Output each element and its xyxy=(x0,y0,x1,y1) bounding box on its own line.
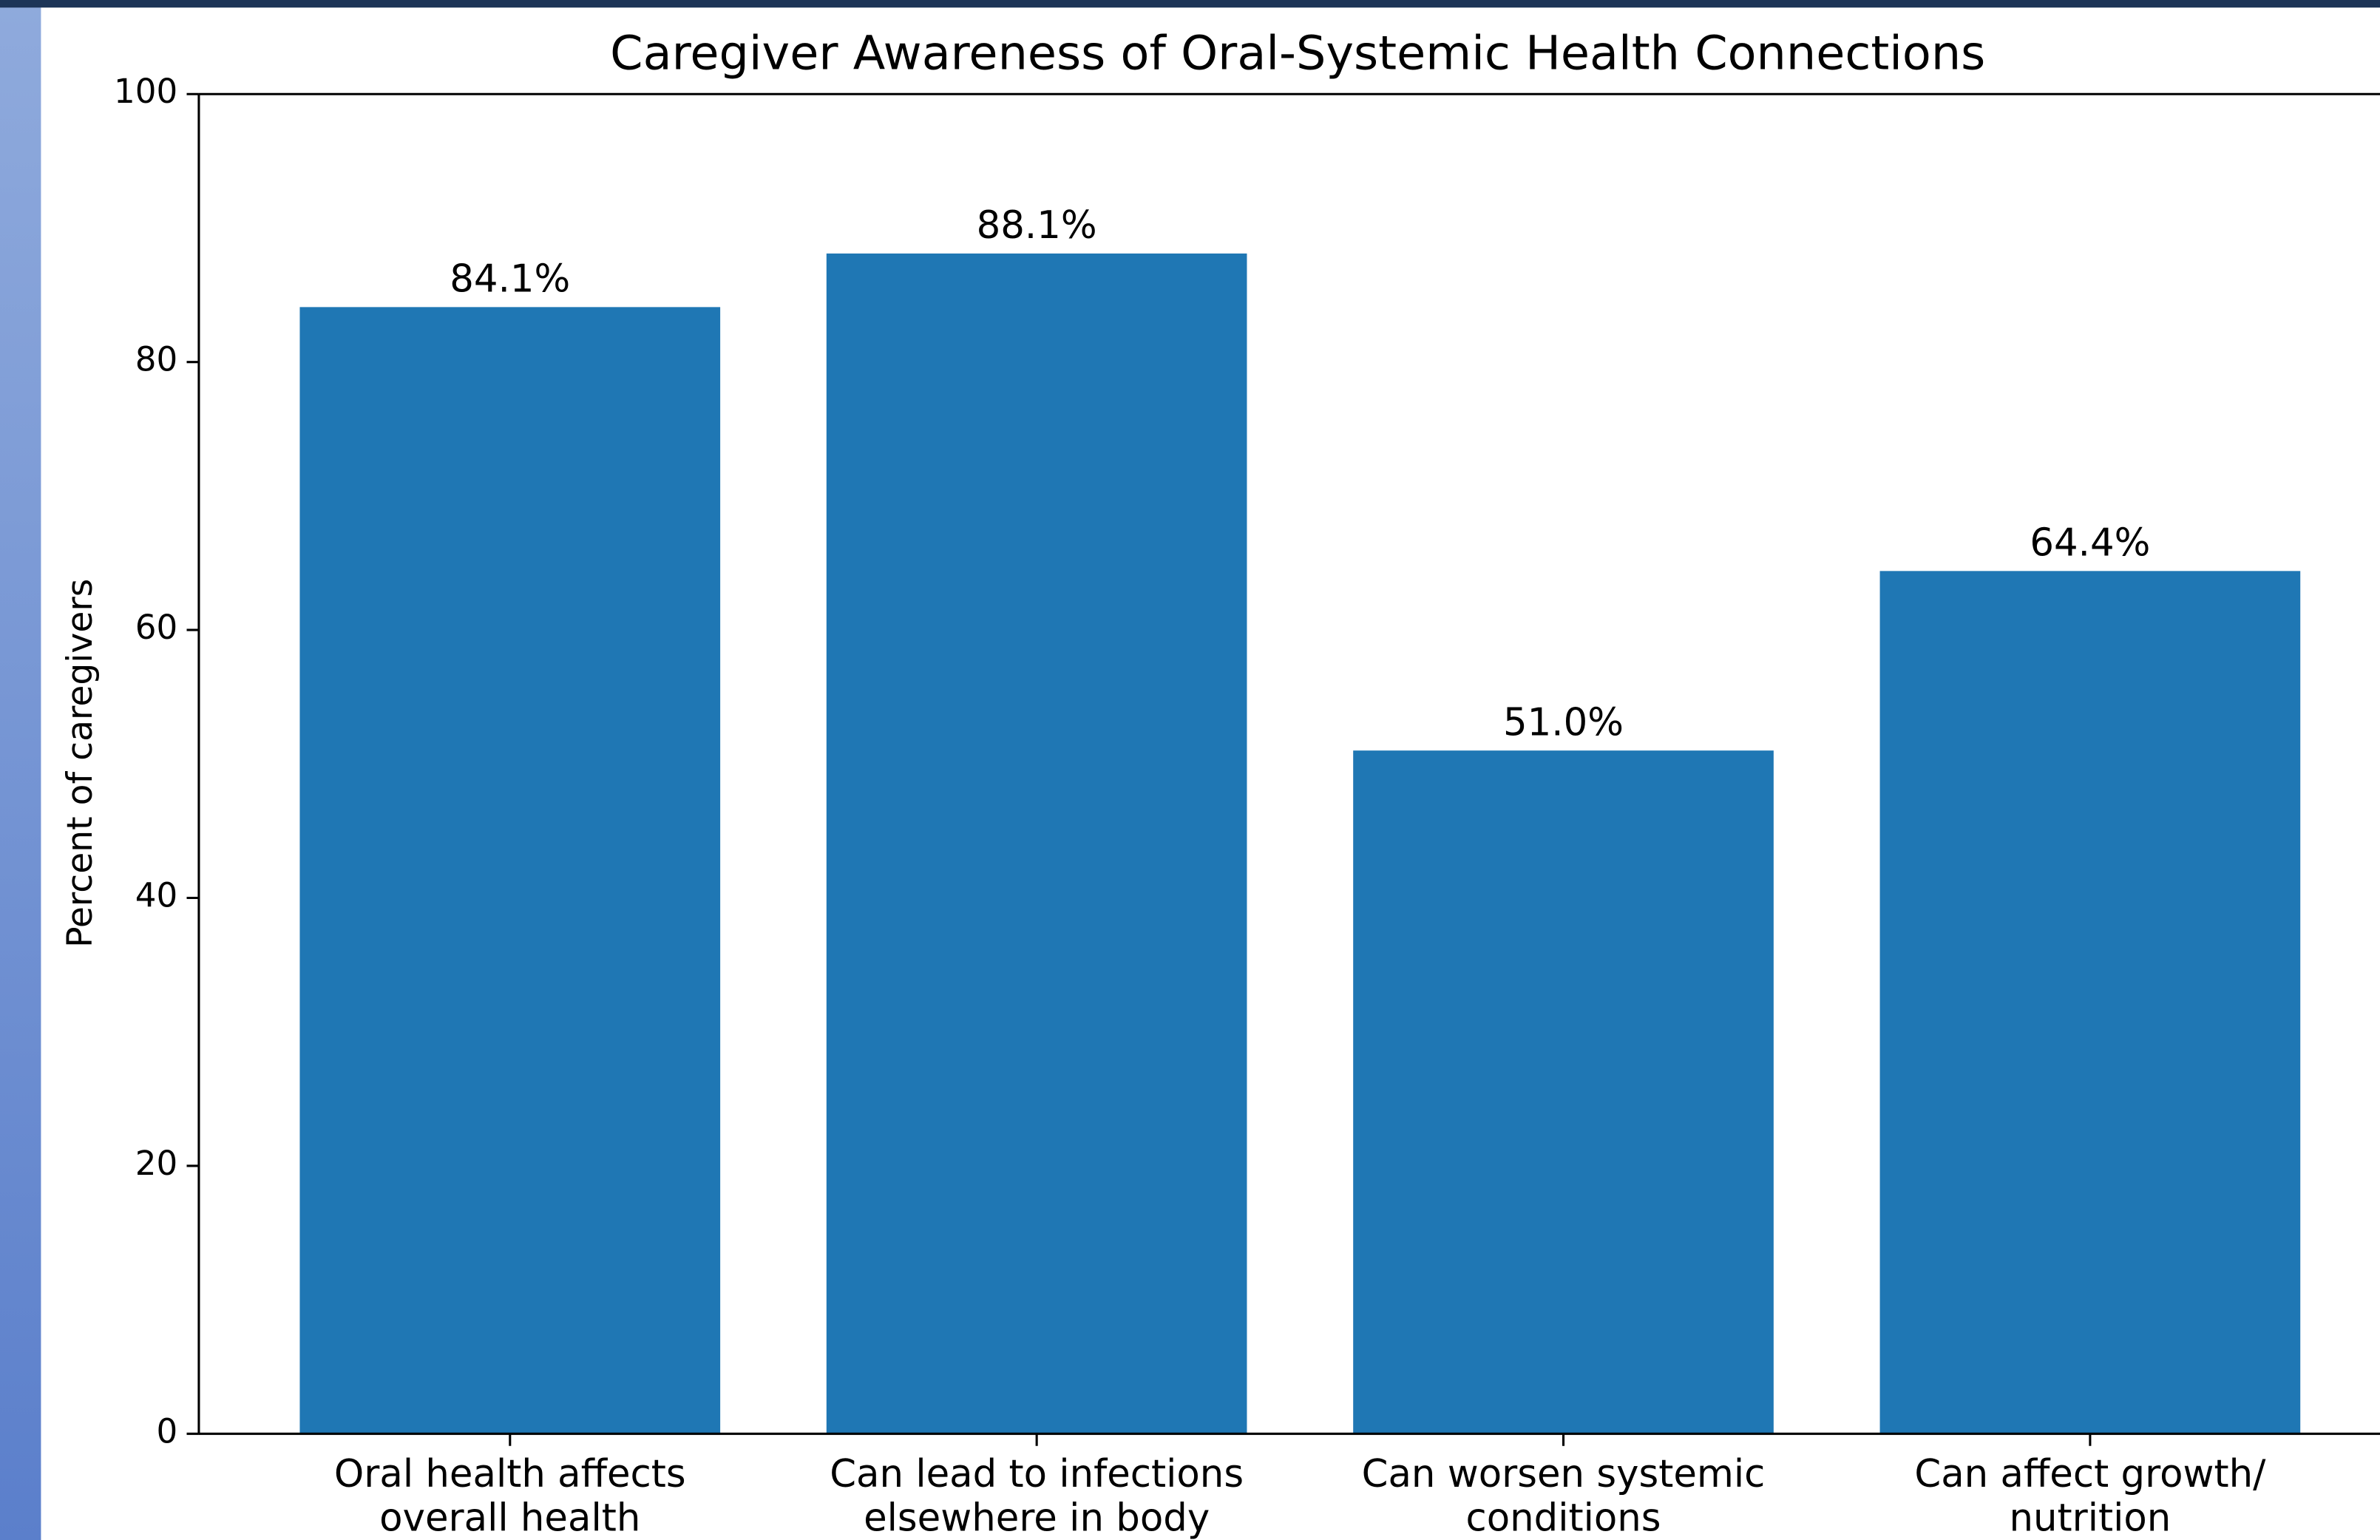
y-tick-label: 0 xyxy=(156,1411,177,1451)
y-tick-label: 60 xyxy=(135,608,177,647)
x-tick-label: Can worsen systemic conditions xyxy=(1361,1451,1766,1540)
bar xyxy=(299,307,721,1434)
x-tick-label-box: Can affect growth/ nutrition xyxy=(1914,1451,2266,1540)
bar xyxy=(1879,571,2301,1434)
y-axis-label: Percent of caregivers xyxy=(60,579,101,948)
top-border xyxy=(0,0,2380,8)
x-tick-label-box: Can worsen systemic conditions xyxy=(1361,1451,1766,1540)
x-tick-label-box: Can lead to infections elsewhere in body xyxy=(830,1451,1244,1540)
y-tick-label: 100 xyxy=(114,72,177,111)
y-tick-label: 80 xyxy=(135,340,177,379)
x-tick-label-box: Oral health affects overall health xyxy=(333,1451,686,1540)
chart-title: Caregiver Awareness of Oral-Systemic Hea… xyxy=(610,27,1985,81)
y-tick-label: 20 xyxy=(135,1144,177,1183)
value-label: 84.1% xyxy=(450,257,570,301)
bar xyxy=(1353,750,1774,1434)
y-tick-label: 40 xyxy=(135,876,177,915)
x-tick-label: Can affect growth/ nutrition xyxy=(1914,1451,2266,1540)
value-label: 51.0% xyxy=(1503,700,1624,744)
bar xyxy=(826,253,1247,1434)
side-strip xyxy=(0,0,41,1540)
x-tick-label: Oral health affects overall health xyxy=(333,1451,686,1540)
plot-area: 0 20 40 60 80 100 84.1% Oral health affects ove… xyxy=(114,72,2301,1540)
value-label: 64.4% xyxy=(2030,520,2150,565)
x-tick-label: Can lead to infections elsewhere in body xyxy=(830,1451,1244,1540)
value-label: 88.1% xyxy=(977,203,1097,248)
